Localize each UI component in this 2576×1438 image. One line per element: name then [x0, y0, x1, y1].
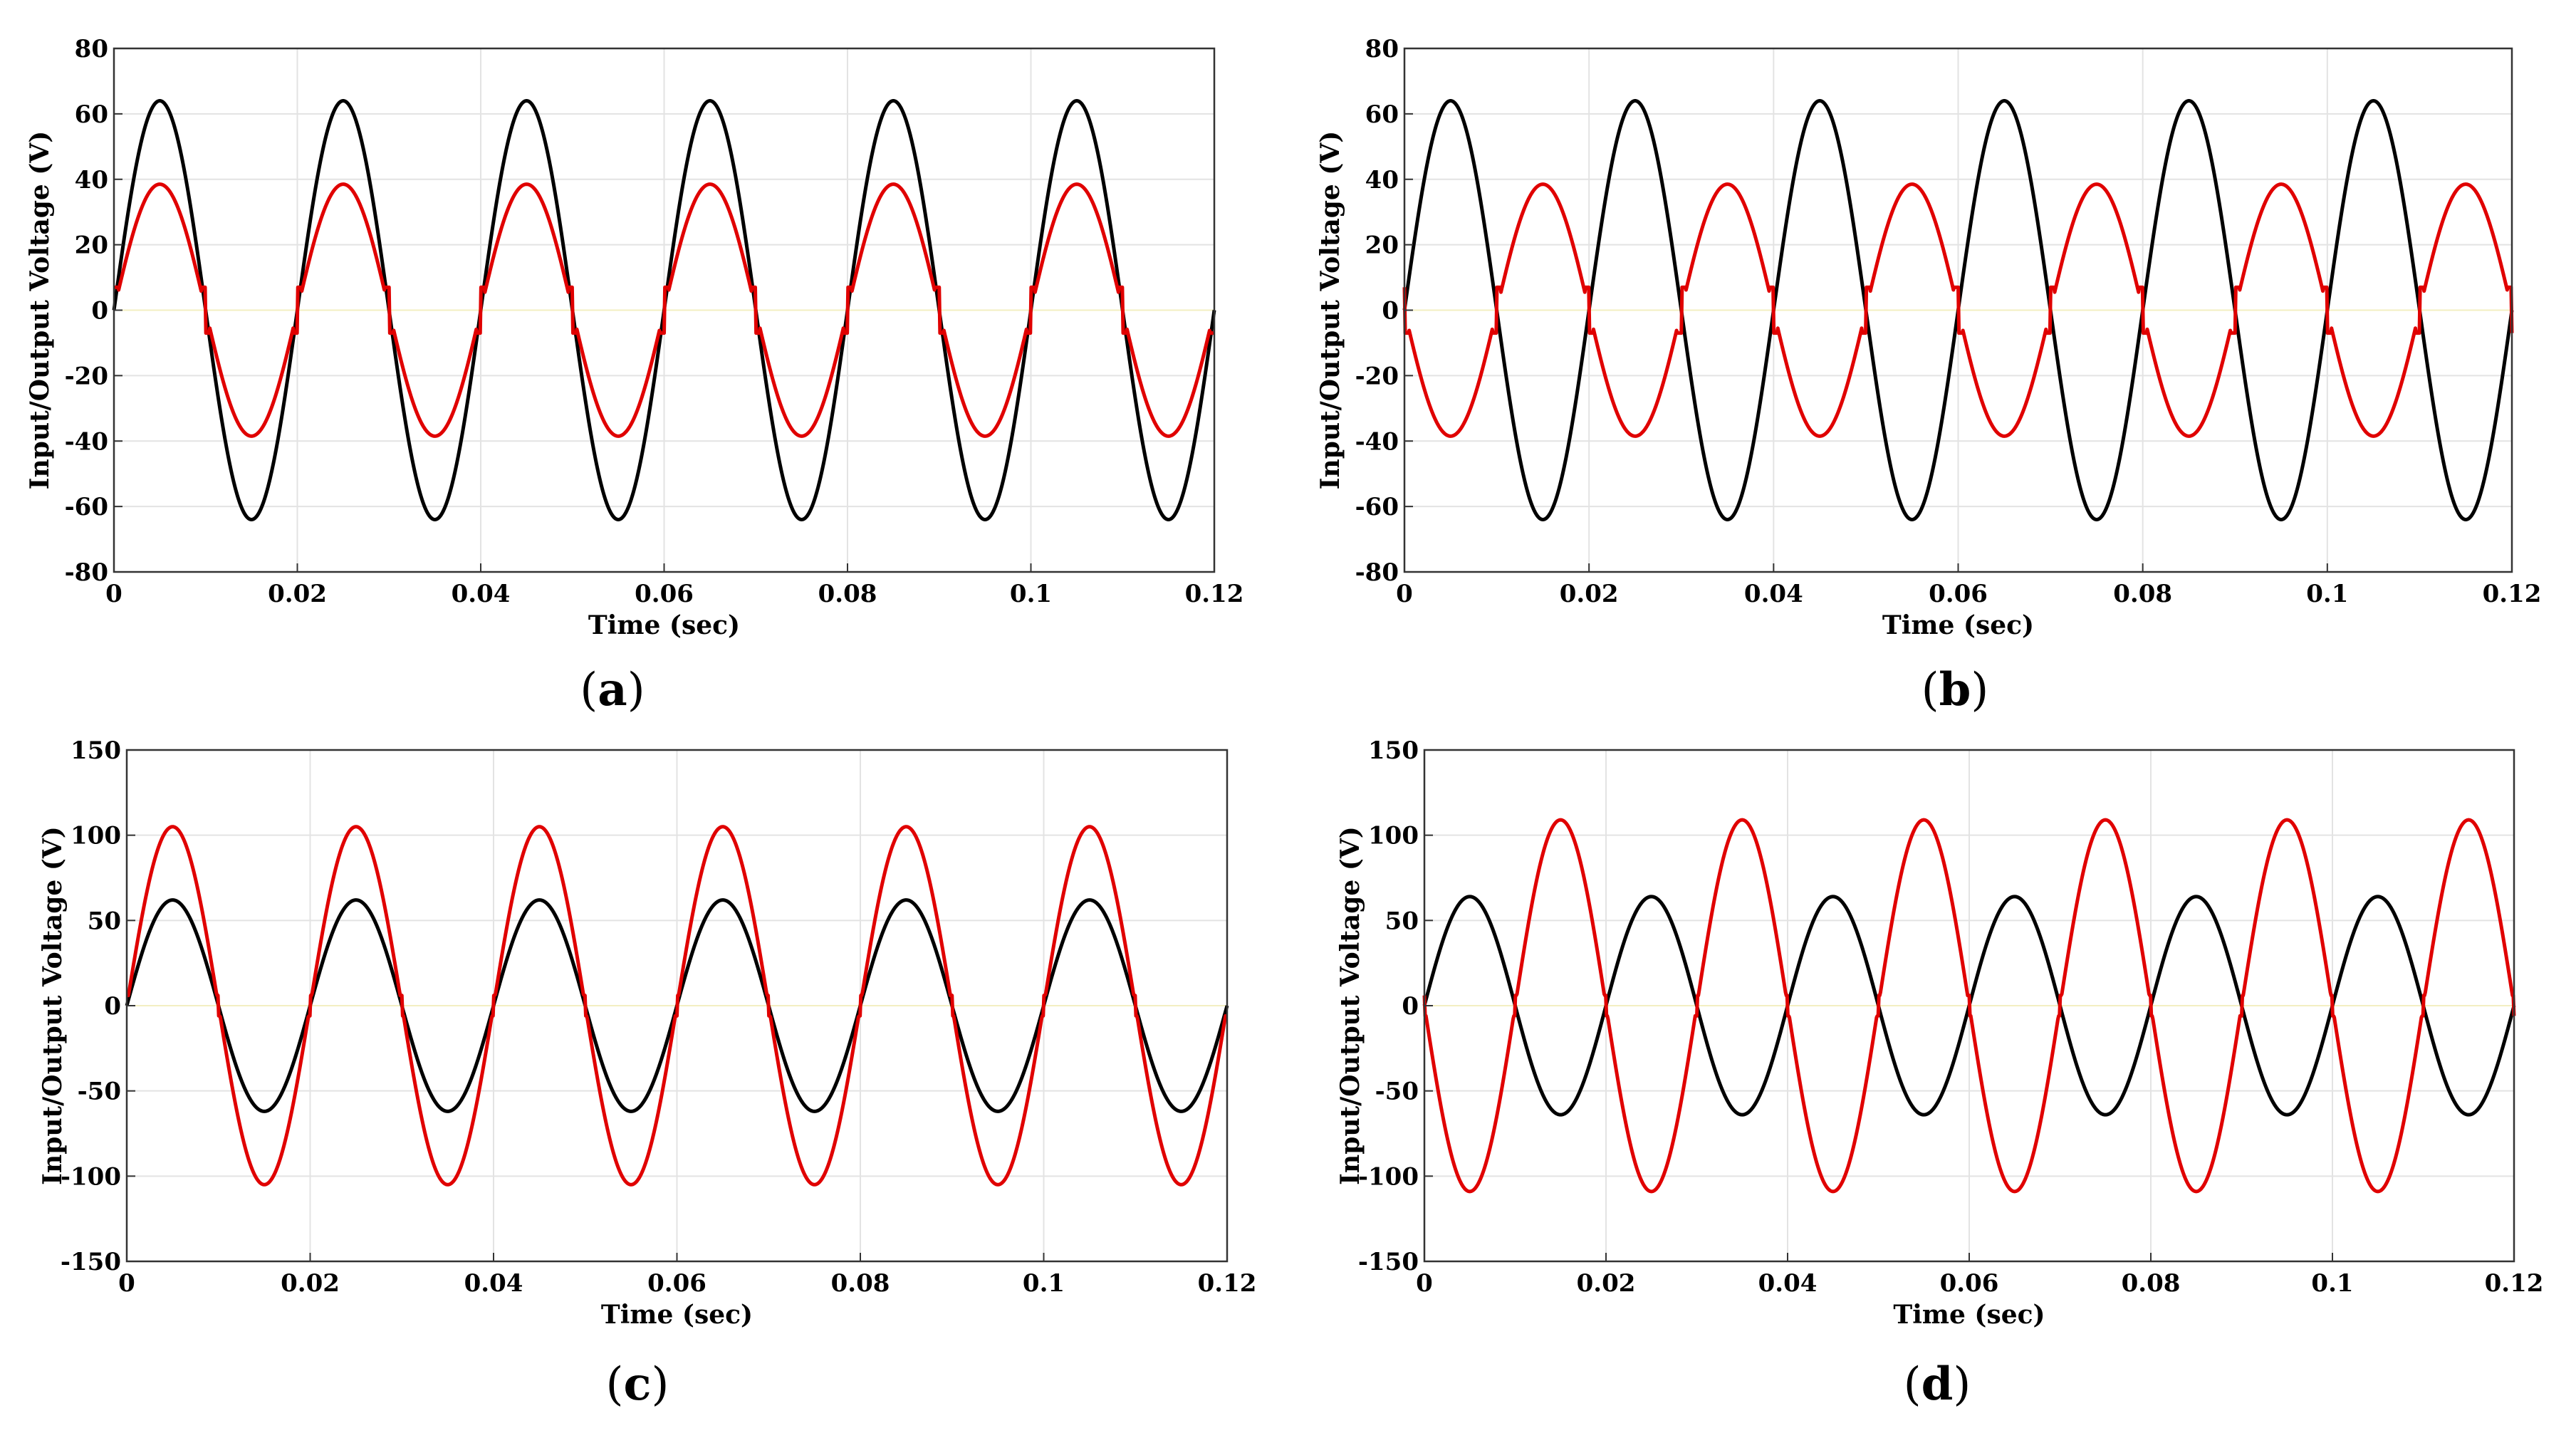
y-tick-label: -80: [1355, 558, 1399, 587]
caption-open-paren: (: [580, 664, 598, 717]
panel-b: 0 0.02 0.04 0.06 0.08 0.1 0.12 -80 -60 -40 -20 0 20 4…: [1315, 35, 2541, 717]
x-tick-label: 0.12: [2485, 1269, 2544, 1298]
y-tick-label: 80: [75, 35, 108, 63]
caption-close-paren: ): [1971, 664, 1988, 717]
series-line-output: [125, 825, 1229, 1187]
y-tick-label: 20: [1365, 231, 1399, 260]
x-tick-label: 0.02: [1577, 1269, 1636, 1298]
caption-open-paren: (: [1904, 1358, 1921, 1411]
x-tick-label: 0: [118, 1269, 135, 1298]
y-tick-label: -100: [61, 1162, 121, 1191]
y-tick-label: 0: [91, 297, 108, 325]
caption-open-paren: (: [1921, 664, 1939, 717]
x-tick-label: 0.12: [1198, 1269, 1257, 1298]
panel-caption: (d): [1904, 1358, 1971, 1411]
y-tick-label: -60: [65, 493, 108, 521]
y-tick-label: 0: [1402, 992, 1419, 1021]
series-line-output: [113, 182, 1216, 438]
x-tick-label: 0.02: [268, 580, 327, 608]
y-axis-label: Input/Output Voltage (V): [38, 826, 68, 1185]
y-tick-label: 50: [1385, 907, 1419, 935]
y-tick-label: -20: [65, 362, 108, 390]
x-axis-label: Time (sec): [1893, 1300, 2045, 1330]
caption-letter: c: [624, 1358, 652, 1411]
x-tick-label: 0.08: [2122, 1269, 2181, 1298]
caption-letter: d: [1921, 1358, 1954, 1411]
y-tick-label: 100: [71, 822, 121, 850]
y-tick-label: -60: [1355, 493, 1399, 521]
y-tick-label: 60: [75, 100, 108, 129]
y-axis-label: Input/Output Voltage (V): [1335, 826, 1365, 1185]
x-tick-label: 0.1: [2311, 1269, 2353, 1298]
x-axis-label: Time (sec): [588, 610, 740, 640]
y-tick-label: 0: [1382, 297, 1399, 325]
x-tick-label: 0.08: [831, 1269, 890, 1298]
x-tick-label: 0.08: [818, 580, 877, 608]
x-tick-label: 0: [1396, 580, 1413, 608]
x-tick-label: 0.06: [635, 580, 694, 608]
y-tick-label: 20: [75, 231, 108, 260]
panel-d: 0 0.02 0.04 0.06 0.08 0.1 0.12 -150 -100 -50 0 50 10…: [1335, 736, 2543, 1411]
y-axis-label: Input/Output Voltage (V): [1315, 131, 1345, 490]
y-tick-label: 150: [71, 736, 121, 765]
caption-close-paren: ): [651, 1358, 669, 1411]
y-tick-label: -40: [65, 427, 108, 456]
y-tick-label: 100: [1368, 822, 1419, 850]
x-tick-label: 0.06: [1940, 1269, 1999, 1298]
panel-caption: (c): [606, 1358, 669, 1411]
x-tick-label: 0.1: [1023, 1269, 1065, 1298]
series-line-output: [1402, 182, 2514, 438]
x-tick-label: 0.02: [281, 1269, 340, 1298]
y-tick-label: 40: [75, 166, 108, 194]
y-tick-label: -80: [65, 558, 108, 587]
y-tick-label: -150: [61, 1248, 121, 1276]
x-tick-label: 0.04: [1758, 1269, 1818, 1298]
y-tick-label: 40: [1365, 166, 1399, 194]
x-tick-label: 0.02: [1560, 580, 1619, 608]
x-tick-label: 0.08: [2113, 580, 2172, 608]
y-tick-label: 150: [1368, 736, 1419, 765]
y-tick-label: -100: [1358, 1162, 1419, 1191]
y-tick-label: -150: [1358, 1248, 1419, 1276]
y-tick-label: -20: [1355, 362, 1399, 390]
caption-close-paren: ): [627, 664, 645, 717]
x-tick-label: 0.1: [1010, 580, 1052, 608]
y-tick-label: 50: [88, 907, 121, 935]
panel-caption: (a): [580, 663, 645, 717]
y-axis-label: Input/Output Voltage (V): [25, 131, 55, 490]
y-tick-label: -40: [1355, 427, 1399, 456]
x-axis-label: Time (sec): [601, 1300, 753, 1330]
panel-a: 0 0.02 0.04 0.06 0.08 0.1 0.12 -80 -60 -40 -20 0 20 4…: [25, 35, 1243, 717]
series-line-output: [1422, 818, 2516, 1194]
x-tick-label: 0.1: [2306, 580, 2348, 608]
y-tick-label: -50: [1375, 1078, 1419, 1106]
x-tick-label: 0.12: [1185, 580, 1244, 608]
y-tick-label: 80: [1365, 35, 1399, 63]
y-tick-label: -50: [78, 1078, 121, 1106]
x-tick-label: 0.04: [1744, 580, 1803, 608]
panel-caption: (b): [1921, 663, 1989, 717]
caption-close-paren: ): [1953, 1358, 1971, 1411]
x-tick-label: 0.06: [647, 1269, 706, 1298]
x-tick-label: 0.06: [1929, 580, 1988, 608]
caption-letter: a: [598, 663, 627, 717]
x-tick-label: 0: [1416, 1269, 1433, 1298]
x-tick-label: 0.04: [464, 1269, 523, 1298]
y-tick-label: 0: [104, 992, 121, 1021]
y-tick-label: 60: [1365, 100, 1399, 129]
x-tick-label: 0.04: [452, 580, 511, 608]
x-tick-label: 0.12: [2483, 580, 2542, 608]
caption-letter: b: [1939, 663, 1971, 717]
panel-c: 0 0.02 0.04 0.06 0.08 0.1 0.12 -150 -100 -50 0 50 10…: [38, 736, 1256, 1411]
caption-open-paren: (: [606, 1358, 624, 1411]
x-tick-label: 0: [105, 580, 122, 608]
x-axis-label: Time (sec): [1882, 610, 2034, 640]
